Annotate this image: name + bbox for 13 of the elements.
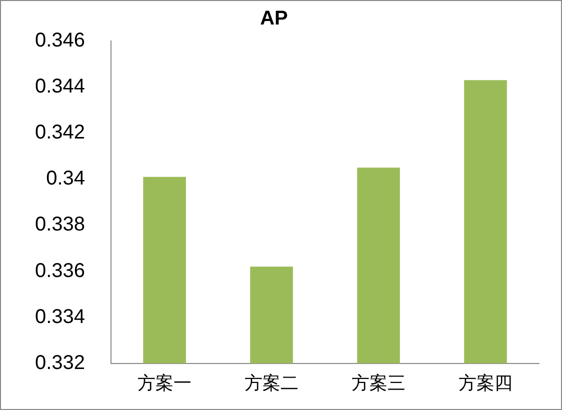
chart-title: AP — [260, 8, 288, 30]
y-tick-label: 0.334 — [34, 306, 86, 328]
y-tick-label: 0.344 — [34, 76, 86, 98]
y-tick-label: 0.34 — [46, 168, 86, 190]
x-tick-label: 方案二 — [244, 372, 299, 394]
y-tick-label: 0.342 — [34, 122, 86, 144]
x-tick-label: 方案四 — [458, 372, 513, 394]
x-tick-label: 方案一 — [138, 372, 192, 394]
y-tick-label: 0.332 — [34, 352, 86, 374]
y-tick-label: 0.338 — [34, 214, 86, 236]
y-tick-label: 0.346 — [34, 30, 86, 52]
x-tick-label: 方案三 — [352, 372, 406, 394]
y-tick-label: 0.336 — [34, 260, 86, 282]
